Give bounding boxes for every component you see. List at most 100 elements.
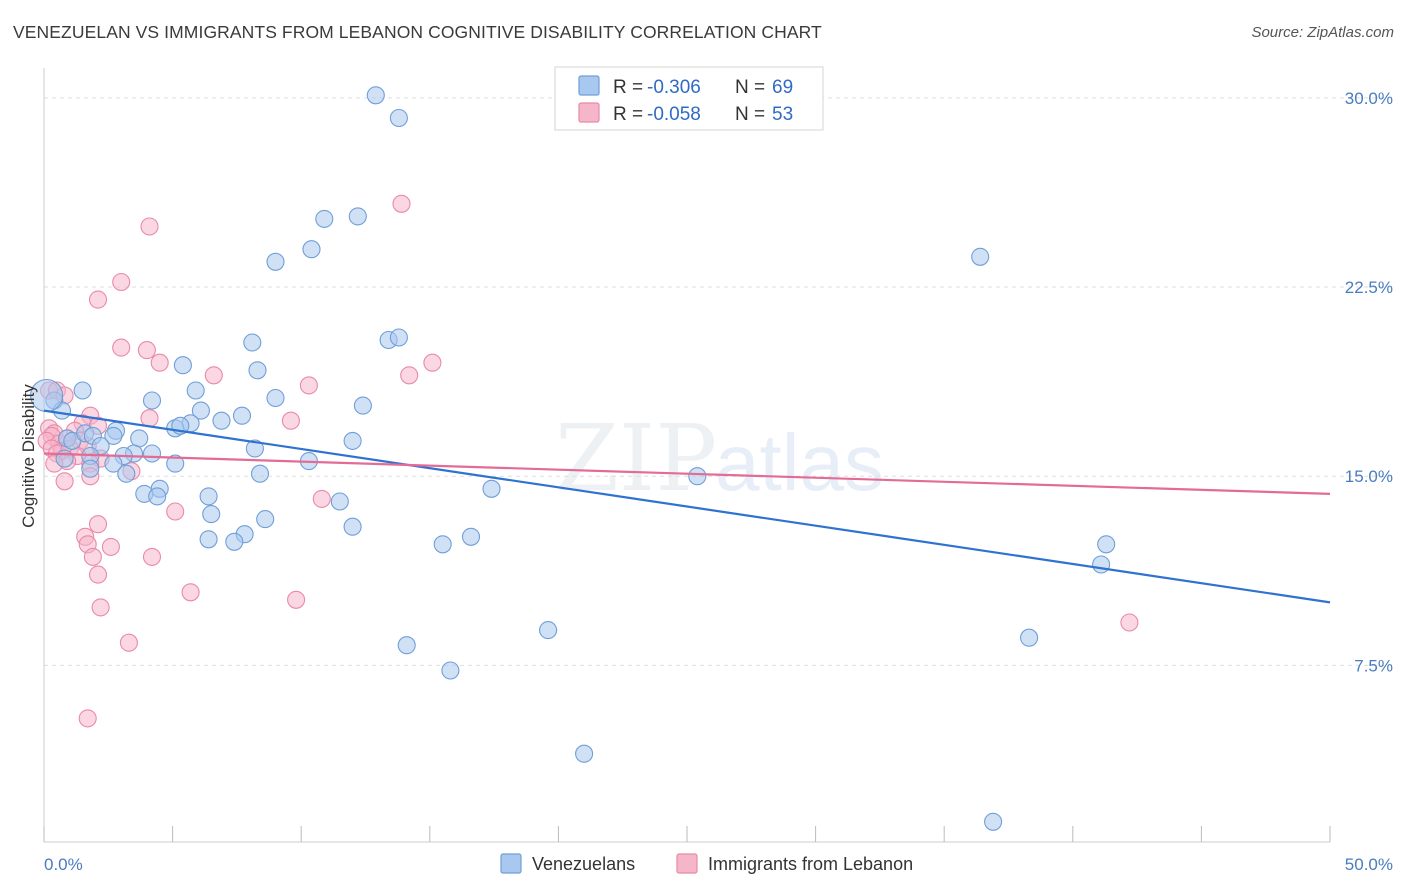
watermark-zip: ZIP bbox=[555, 405, 717, 512]
immigrants-from-lebanon-point-10 bbox=[299, 376, 318, 395]
legend-r-label-venezuelans: R = bbox=[613, 77, 643, 98]
venezuelans-point-53 bbox=[202, 505, 221, 524]
y-tick-label-3: 30.0% bbox=[1345, 89, 1393, 108]
venezuelans-point-17 bbox=[353, 396, 372, 415]
venezuelans-point-12 bbox=[73, 381, 92, 400]
trend-line-immigrants-from-lebanon bbox=[43, 452, 1331, 495]
series-legend-swatch-immigrants-from-lebanon bbox=[676, 853, 698, 874]
venezuelans-point-60 bbox=[433, 535, 452, 554]
venezuelans-point-11 bbox=[173, 356, 192, 375]
legend-r-label-immigrants-from-lebanon: R = bbox=[613, 104, 643, 125]
chart-title: VENEZUELAN VS IMMIGRANTS FROM LEBANON CO… bbox=[13, 22, 822, 42]
watermark: ZIP atlas bbox=[555, 405, 884, 512]
y-axis-label: Cognitive Disability bbox=[19, 384, 38, 528]
immigrants-from-lebanon-point-4 bbox=[112, 338, 131, 357]
venezuelans-point-54 bbox=[256, 510, 275, 529]
trend-lines bbox=[43, 409, 1331, 604]
immigrants-from-lebanon-point-49 bbox=[181, 583, 200, 602]
y-tick-label-0: 7.5% bbox=[1354, 656, 1393, 675]
venezuelans-point-1 bbox=[389, 108, 408, 128]
legend-n-value-immigrants-from-lebanon: 53 bbox=[772, 104, 793, 125]
venezuelans-point-64 bbox=[1020, 628, 1039, 647]
immigrants-from-lebanon-point-3 bbox=[88, 290, 108, 309]
venezuelans-point-65 bbox=[397, 636, 416, 655]
series-venezuelans-points bbox=[30, 86, 1116, 831]
series-legend-label-venezuelans: Venezuelans bbox=[532, 854, 635, 874]
legend-box bbox=[554, 66, 824, 131]
immigrants-from-lebanon-point-50 bbox=[287, 590, 306, 609]
venezuelans-point-43 bbox=[117, 464, 136, 483]
venezuelans-point-59 bbox=[461, 527, 481, 546]
venezuelans-point-27 bbox=[104, 426, 123, 445]
venezuelans-point-34 bbox=[245, 439, 264, 458]
trend-line-venezuelans bbox=[43, 409, 1331, 604]
immigrants-from-lebanon-point-46 bbox=[83, 547, 102, 566]
immigrants-from-lebanon-point-5 bbox=[137, 341, 156, 360]
immigrants-from-lebanon-point-6 bbox=[150, 353, 169, 372]
venezuelans-point-5 bbox=[266, 252, 285, 271]
legend-swatch-venezuelans bbox=[578, 75, 600, 96]
immigrants-from-lebanon-point-48 bbox=[88, 565, 108, 584]
legend-swatch-immigrants-from-lebanon bbox=[578, 102, 600, 123]
immigrants-from-lebanon-point-47 bbox=[142, 547, 162, 566]
venezuelans-point-32 bbox=[343, 431, 362, 450]
immigrants-from-lebanon-point-16 bbox=[281, 411, 300, 430]
legend-r-value-venezuelans: -0.306 bbox=[647, 77, 701, 98]
venezuelans-point-4 bbox=[302, 240, 321, 259]
venezuelans-point-57 bbox=[199, 530, 218, 549]
venezuelans-point-3 bbox=[348, 207, 367, 226]
venezuelans-point-21 bbox=[212, 411, 231, 430]
axes bbox=[43, 68, 1331, 843]
venezuelans-point-63 bbox=[539, 621, 558, 640]
immigrants-from-lebanon-point-1 bbox=[140, 217, 159, 236]
grid-lines bbox=[44, 97, 1393, 666]
immigrants-from-lebanon-point-53 bbox=[119, 633, 138, 652]
immigrants-from-lebanon-point-39 bbox=[55, 472, 74, 491]
y-tick-labels: 7.5% 15.0% 22.5% 30.0% bbox=[1345, 89, 1393, 676]
venezuelans-point-39 bbox=[55, 449, 74, 468]
series-legend-swatch-venezuelans bbox=[500, 853, 522, 874]
series-legend: Venezuelans Immigrants from Lebanon bbox=[500, 853, 913, 874]
venezuelans-point-62 bbox=[1092, 555, 1111, 574]
correlation-legend: R = -0.306 N = 69 R = -0.058 N = 53 bbox=[554, 66, 824, 131]
venezuelans-point-8 bbox=[389, 328, 408, 347]
venezuelans-point-44 bbox=[81, 459, 100, 478]
venezuelans-point-66 bbox=[441, 661, 460, 680]
venezuelans-point-19 bbox=[191, 401, 210, 420]
venezuelans-point-50 bbox=[148, 487, 167, 506]
legend-n-label-venezuelans: N = bbox=[735, 77, 765, 98]
immigrants-from-lebanon-point-15 bbox=[140, 409, 159, 428]
series-legend-label-immigrants-from-lebanon: Immigrants from Lebanon bbox=[708, 854, 913, 874]
venezuelans-point-61 bbox=[1097, 535, 1116, 554]
immigrants-from-lebanon-point-7 bbox=[423, 353, 442, 372]
legend-r-value-immigrants-from-lebanon: -0.058 bbox=[647, 104, 701, 125]
immigrants-from-lebanon-point-2 bbox=[112, 272, 131, 292]
x-tick-label-min: 0.0% bbox=[44, 855, 83, 874]
venezuelans-point-10 bbox=[248, 361, 267, 380]
immigrants-from-lebanon-point-52 bbox=[1120, 613, 1139, 632]
venezuelans-point-26 bbox=[130, 429, 149, 448]
venezuelans-point-52 bbox=[330, 492, 349, 511]
venezuelans-point-15 bbox=[142, 391, 162, 410]
immigrants-from-lebanon-point-54 bbox=[78, 709, 97, 728]
chart-source: Source: ZipAtlas.com bbox=[1251, 24, 1394, 41]
venezuelans-point-58 bbox=[225, 532, 244, 551]
venezuelans-point-67 bbox=[575, 744, 594, 763]
venezuelans-point-0 bbox=[366, 86, 385, 105]
immigrants-from-lebanon-point-42 bbox=[88, 515, 108, 534]
immigrants-from-lebanon-point-45 bbox=[101, 537, 120, 556]
venezuelans-point-20 bbox=[232, 406, 252, 425]
y-tick-label-1: 15.0% bbox=[1345, 467, 1393, 486]
watermark-atlas: atlas bbox=[715, 418, 884, 507]
x-tick-label-max: 50.0% bbox=[1345, 855, 1393, 874]
legend-n-value-venezuelans: 69 bbox=[772, 77, 793, 98]
venezuelans-point-55 bbox=[343, 517, 362, 536]
venezuelans-point-6 bbox=[971, 247, 990, 266]
venezuelans-point-46 bbox=[688, 467, 707, 486]
venezuelans-point-45 bbox=[250, 464, 270, 483]
venezuelans-point-37 bbox=[142, 444, 162, 463]
venezuelans-point-13 bbox=[186, 381, 205, 400]
y-tick-label-2: 22.5% bbox=[1345, 278, 1393, 297]
